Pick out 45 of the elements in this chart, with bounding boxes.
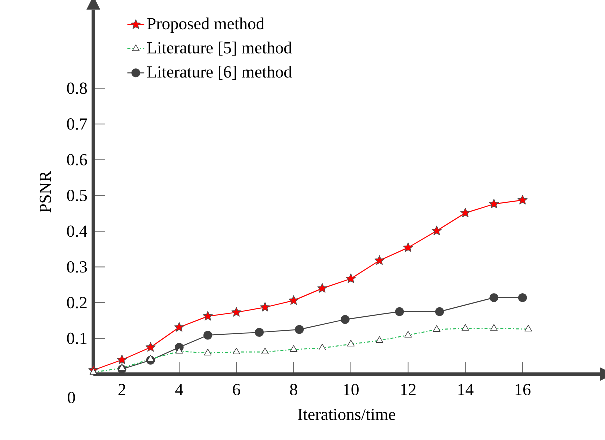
y-tick-label: 0.1	[67, 332, 87, 344]
x-tick-label: 10	[344, 384, 359, 396]
x-tick-label: 6	[233, 384, 240, 396]
point	[317, 283, 328, 293]
x-tick-label: 8	[290, 384, 298, 396]
x-tick-label: 4	[176, 384, 184, 396]
point	[232, 307, 242, 317]
point	[288, 296, 299, 306]
point	[374, 256, 385, 266]
y-tick-label: 0.7	[67, 118, 88, 130]
legend-label: Proposed method	[147, 18, 264, 34]
y-tick-label: 0.8	[67, 82, 88, 94]
point	[117, 354, 128, 364]
y-tick-label: 0.3	[67, 261, 88, 273]
point	[340, 315, 350, 324]
point	[435, 307, 444, 316]
point	[174, 322, 184, 332]
x-axis-title: Iterations/time	[298, 409, 396, 420]
point	[255, 328, 264, 338]
point	[518, 294, 528, 302]
legend-label: Literature [6] method	[147, 66, 292, 80]
point	[395, 307, 404, 316]
legend-label: Literature [5] method	[147, 42, 292, 56]
x-tick-label: 16	[516, 384, 531, 396]
y-axis-title: PSNR	[40, 171, 52, 213]
point	[204, 331, 212, 340]
x-tick-label: 2	[118, 384, 126, 396]
point	[518, 195, 528, 205]
point	[460, 208, 471, 218]
x-tick-label: 12	[401, 384, 416, 396]
y-tick-label: 0.4	[67, 226, 88, 238]
text: 0	[68, 392, 76, 404]
y-tick-label: 0.2	[67, 297, 87, 309]
point	[489, 199, 500, 209]
point	[203, 311, 214, 321]
point	[490, 294, 499, 302]
point	[403, 242, 414, 252]
point	[346, 274, 356, 284]
y-tick-label: 0.5	[67, 190, 88, 202]
point	[260, 302, 270, 312]
point	[295, 325, 304, 334]
point	[432, 226, 442, 236]
x-tick-label: 14	[458, 384, 474, 396]
y-tick-label: 0.6	[67, 154, 88, 166]
point	[146, 342, 156, 352]
